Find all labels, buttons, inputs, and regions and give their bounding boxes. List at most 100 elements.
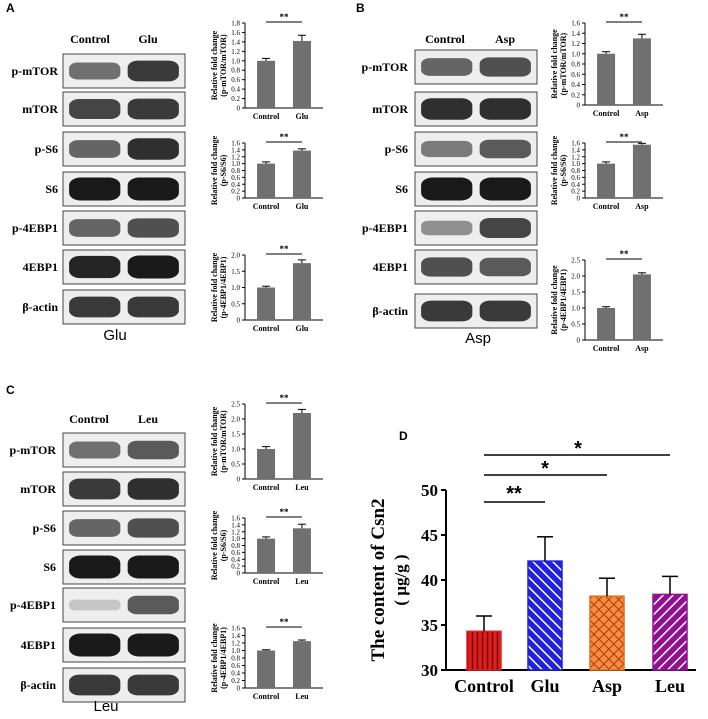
blot-band — [127, 177, 179, 201]
y-axis-label-ratio: (p-S6/S6) — [559, 154, 568, 186]
blot-band — [69, 519, 121, 537]
x-tick-label: Leu — [295, 483, 309, 492]
x-tick-label: Control — [593, 109, 620, 118]
y-tick-label: 1.2 — [231, 640, 240, 648]
y-tick-label: 1.0 — [231, 647, 240, 655]
y-axis-label-ratio: (p-S6/S6) — [219, 529, 228, 561]
y-tick-label: 1.0 — [231, 284, 240, 292]
y-tick-label: 1.2 — [231, 48, 240, 56]
y-tick-label: 0.6 — [231, 174, 240, 182]
y-tick-label: 0.4 — [231, 556, 240, 564]
x-tick-label: Asp — [635, 202, 649, 211]
blot-band — [479, 57, 531, 77]
significance-marker: ** — [280, 12, 290, 22]
bar — [597, 163, 616, 198]
y-tick-label: 0.4 — [571, 81, 580, 89]
blot-band — [479, 257, 531, 277]
y-tick-label: 0.4 — [231, 181, 240, 189]
x-tick-label: Control — [253, 324, 280, 333]
y-tick-label: 2.0 — [231, 252, 240, 260]
y-axis-label: Relative fold change — [210, 252, 219, 322]
panel-letter: A — [6, 1, 15, 15]
blot-band — [479, 300, 531, 322]
blot-band — [69, 633, 121, 657]
x-tick-label: Control — [253, 112, 280, 121]
x-tick-label: Asp — [592, 676, 622, 696]
blot-band — [421, 257, 473, 277]
blot-band — [127, 218, 179, 238]
bar — [292, 263, 311, 320]
y-tick-label: 0.4 — [231, 670, 240, 678]
y-tick-label: 30 — [421, 661, 438, 680]
panel-letter-d: D — [399, 429, 408, 443]
blot-group-label: Leu — [138, 412, 158, 426]
y-axis-label: The content of Csn2 — [368, 498, 389, 661]
blot-band — [479, 98, 531, 120]
blot-row-label: p-S6 — [35, 142, 58, 156]
blot-band — [69, 99, 121, 119]
x-tick-label: Control — [253, 692, 280, 701]
y-axis-label: Relative fold change — [550, 29, 559, 99]
y-tick-label: 1.6 — [231, 29, 240, 37]
bar — [292, 641, 311, 688]
y-axis-label-unit: ( μg/g ) — [391, 554, 410, 605]
blot-row-label: S6 — [395, 182, 408, 196]
x-tick-label: Leu — [295, 577, 309, 586]
mini-chart-c-1: 0 0.5 1.0 1.5 2.0 2.5 Relative fold change (p-m… — [210, 393, 323, 492]
blot-row-label: S6 — [43, 560, 56, 574]
y-tick-label: 0.2 — [571, 91, 580, 99]
blot-band — [69, 599, 121, 611]
y-tick-label: 0 — [237, 570, 241, 578]
y-tick-label: 2.0 — [231, 416, 240, 424]
y-tick-label: 0 — [237, 195, 241, 203]
blot-band — [127, 555, 179, 579]
blot-band — [69, 177, 121, 201]
blot-band — [127, 633, 179, 657]
blot-band — [479, 218, 531, 238]
y-tick-label: 0.8 — [571, 61, 580, 69]
y-tick-label: 1.4 — [571, 30, 580, 38]
y-tick-label: 1.2 — [231, 153, 240, 161]
y-tick-label: 1.4 — [231, 521, 240, 529]
blot-band — [421, 177, 473, 201]
y-tick-label: 0.2 — [231, 563, 240, 571]
x-tick-label: Control — [253, 483, 280, 492]
y-tick-label: 1.5 — [231, 431, 240, 439]
y-tick-label: 2.0 — [571, 273, 580, 281]
x-tick-label: Asp — [635, 344, 649, 353]
y-tick-label: 0 — [237, 105, 241, 113]
blot-band — [127, 296, 179, 318]
mini-chart-b-3: 0 0.5 1.0 1.5 2.0 2.5 Relative fold change (p-4… — [550, 249, 663, 353]
blot-row-label: S6 — [45, 182, 58, 196]
blot-band — [127, 138, 179, 160]
y-axis-label-ratio: (p-S6/S6) — [219, 154, 228, 186]
bar — [292, 413, 311, 479]
blot-footer-label: Glu — [103, 327, 126, 344]
blot-row-label: 4EBP1 — [21, 638, 56, 652]
y-tick-label: 0.5 — [231, 300, 240, 308]
blot-band — [127, 674, 179, 696]
blot-band — [127, 60, 179, 82]
blot-row-label: mTOR — [22, 102, 58, 116]
x-tick-label: Control — [253, 202, 280, 211]
y-axis-label-ratio: (p-mTOR/mTOR) — [219, 410, 228, 473]
blot-row-label: p-mTOR — [12, 64, 59, 78]
y-tick-label: 0.6 — [571, 174, 580, 182]
significance-marker: ** — [280, 393, 290, 403]
y-axis-label: Relative fold change — [210, 623, 219, 693]
y-tick-label: 0.5 — [571, 321, 580, 329]
blot-row-label: β-actin — [20, 678, 56, 692]
blot-group-label: Control — [69, 412, 109, 426]
x-tick-label: Leu — [295, 692, 309, 701]
blot-row-label: 4EBP1 — [23, 260, 58, 274]
y-tick-label: 0.5 — [231, 461, 240, 469]
y-tick-label: 35 — [421, 616, 438, 635]
panel-letter: C — [6, 383, 15, 397]
y-tick-label: 0 — [237, 685, 241, 693]
y-tick-label: 1.0 — [571, 305, 580, 313]
y-tick-label: 1.4 — [571, 146, 580, 154]
blot-row-label: p-4EBP1 — [12, 221, 58, 235]
y-tick-label: 1.6 — [571, 140, 580, 148]
x-tick-label: Glu — [295, 202, 308, 211]
